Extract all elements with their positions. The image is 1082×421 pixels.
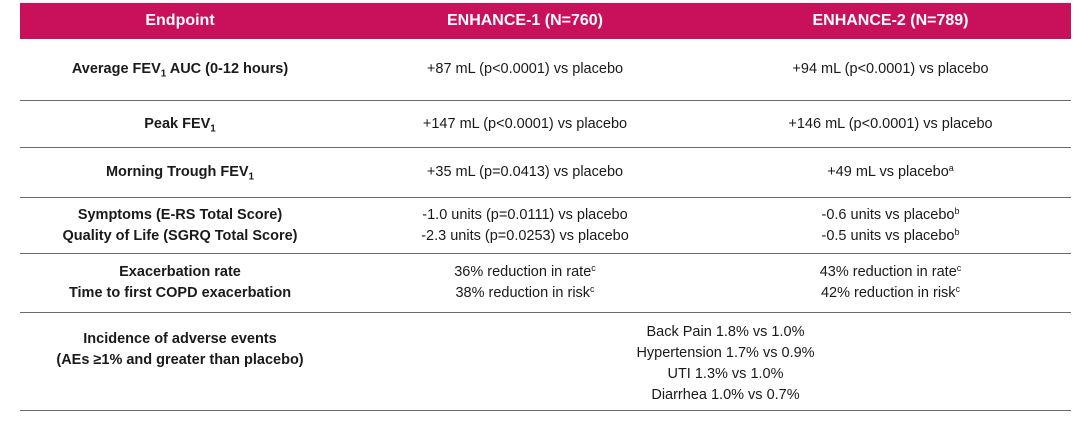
enhance-1-cell: +147 mL (p<0.0001) vs placebo [422,115,628,132]
enhance-2-cell: +146 mL (p<0.0001) vs placebo [788,115,993,132]
table-row-symptoms: Symptoms (E-RS Total Score) Quality of L… [20,198,1071,254]
table-header: Endpoint ENHANCE-1 (N=760) ENHANCE-2 (N=… [20,3,1071,39]
footnote-marker: c [956,263,962,274]
enhance-2-cell: 43% reduction in ratec 42% reduction in … [710,254,1071,312]
row-label: Incidence of adverse events (AEs ≥1% and… [20,313,340,410]
enhance-1-cell: +35 mL (p=0.0413) vs placebo [426,164,624,180]
cell-line: 36% reduction in rate [454,264,592,280]
adverse-event-item: UTI 1.3% vs 1.0% [667,365,784,382]
label-subscript: 1 [210,122,216,134]
label-line: Symptoms (E-RS Total Score) [77,206,283,223]
cell-line: -1.0 units (p=0.0111) vs placebo [422,206,628,223]
cell-line: 42% reduction in risk [820,285,956,301]
enhance-2-cell: +49 mL vs placeboa [710,148,1071,197]
table-row-adverse-events: Incidence of adverse events (AEs ≥1% and… [20,313,1071,411]
enhance-1-cell: -1.0 units (p=0.0111) vs placebo -2.3 un… [340,198,710,253]
label-line: Incidence of adverse events [83,331,277,347]
label-text: Average FEV [71,61,161,77]
row-label: Symptoms (E-RS Total Score) Quality of L… [20,198,340,253]
footnote-marker: b [954,226,960,237]
endpoint-results-table: Endpoint ENHANCE-1 (N=760) ENHANCE-2 (N=… [20,3,1071,411]
enhance-1-cell: 36% reduction in ratec 38% reduction in … [340,254,710,312]
cell-line: -0.6 units vs placebo [821,206,955,223]
cell-text: +49 mL vs placebo [827,164,949,180]
header-enhance-1: ENHANCE-1 (N=760) [446,12,604,29]
table-row-exacerbation: Exacerbation rate Time to first COPD exa… [20,254,1071,313]
row-label: Average FEV1 AUC (0-12 hours) [20,39,340,100]
row-label: Exacerbation rate Time to first COPD exa… [20,254,340,312]
label-line: Exacerbation rate [119,264,241,280]
enhance-1-cell: +87 mL (p<0.0001) vs placebo [426,61,624,77]
adverse-events-cell: Back Pain 1.8% vs 1.0% Hypertension 1.7%… [340,313,1071,410]
row-label: Morning Trough FEV1 [20,148,340,197]
label-line: Quality of Life (SGRQ Total Score) [62,227,298,244]
label-text: AUC (0-12 hours) [166,61,289,77]
table-row-peak: Peak FEV1 +147 mL (p<0.0001) vs placebo … [20,101,1071,148]
enhance-2-cell: -0.6 units vs placebob -0.5 units vs pla… [710,198,1071,253]
table-row-auc: Average FEV1 AUC (0-12 hours) +87 mL (p<… [20,39,1071,101]
cell-line: -2.3 units (p=0.0253) vs placebo [421,227,629,244]
header-endpoint: Endpoint [145,12,215,29]
header-enhance-2: ENHANCE-2 (N=789) [812,12,969,29]
enhance-2-cell: +94 mL (p<0.0001) vs placebo [792,61,989,77]
label-text: Peak FEV [144,115,211,132]
cell-line: 38% reduction in risk [455,285,591,301]
cell-line: 43% reduction in rate [819,264,957,280]
label-line: Time to first COPD exacerbation [68,285,292,301]
footnote-marker: c [955,284,961,295]
cell-line: -0.5 units vs placebo [821,227,955,244]
footnote-marker: c [590,284,595,295]
label-line: (AEs ≥1% and greater than placebo) [56,352,304,368]
row-label: Peak FEV1 [20,101,340,147]
footnote-marker: a [948,163,954,174]
label-subscript: 1 [248,171,255,183]
adverse-event-item: Hypertension 1.7% vs 0.9% [636,344,815,361]
adverse-event-item: Diarrhea 1.0% vs 0.7% [651,386,800,403]
footnote-marker: c [591,263,596,274]
footnote-marker: b [954,205,960,216]
table-row-trough: Morning Trough FEV1 +35 mL (p=0.0413) vs… [20,148,1071,198]
label-subscript: 1 [160,68,167,80]
adverse-event-item: Back Pain 1.8% vs 1.0% [646,323,805,340]
label-text: Morning Trough FEV [105,164,249,180]
